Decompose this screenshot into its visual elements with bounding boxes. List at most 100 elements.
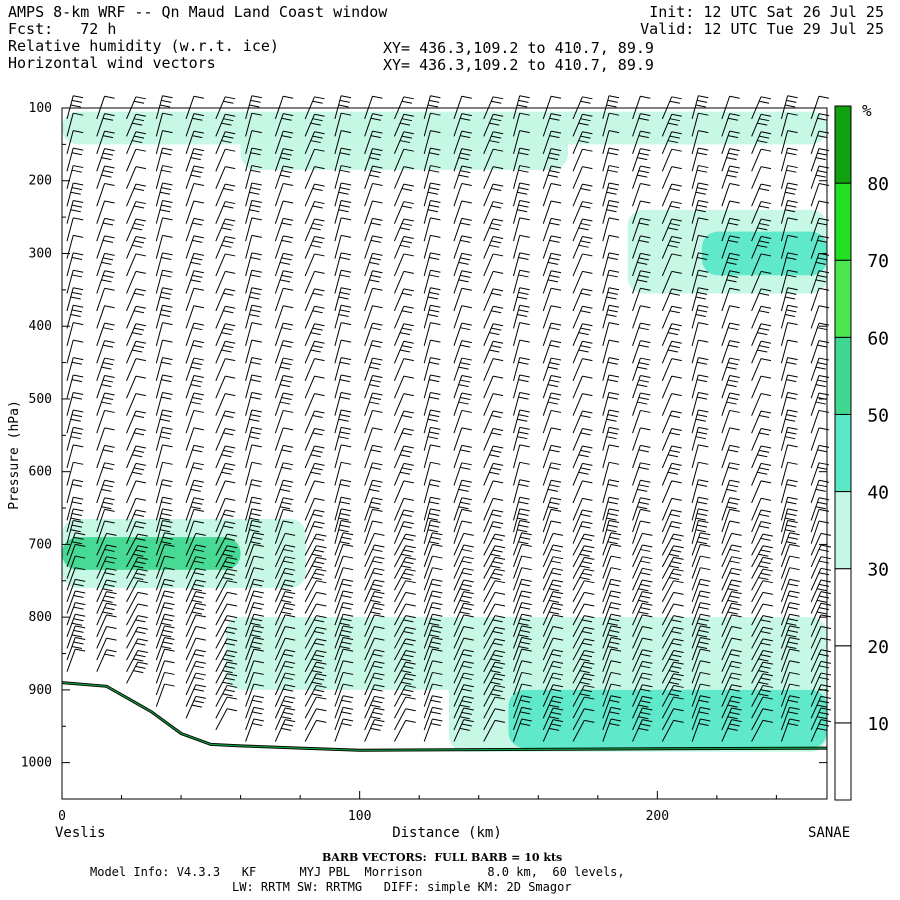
wind-barb [423,409,441,434]
wind-barb [66,147,84,172]
wind-barb [364,322,383,347]
wind-barb [96,479,115,504]
wind-barb [304,323,325,347]
wind-barb [364,235,383,259]
wind-barb [393,556,416,579]
wind-barb [453,340,472,364]
wind-barb [780,543,800,568]
wind-barb [632,556,653,579]
wind-barb [245,695,264,719]
wind-barb [751,650,773,672]
wind-barb [632,649,653,672]
wind-barb [155,461,173,486]
wind-barb [185,479,204,504]
wind-barb [215,393,236,416]
wind-barb [661,148,682,172]
wind-barb [542,462,562,486]
wind-barb [542,520,562,544]
wind-barb [453,626,474,649]
wind-barb [185,148,204,172]
wind-barb [542,322,562,347]
wind-barb [661,340,682,364]
wind-barb [334,532,354,556]
wind-barb [602,199,620,224]
wind-barb [334,165,352,189]
wind-barb [721,707,742,731]
valid-time: Valid: 12 UTC Tue 29 Jul 25 [640,20,884,38]
wind-barb [602,182,620,207]
wind-barb [691,234,709,259]
wind-barb [542,235,562,259]
wind-barb [96,497,115,521]
wind-barb [453,672,474,696]
wind-barb [215,148,236,172]
wind-barb [602,234,620,259]
wind-barb [66,578,86,603]
colorbar-segment [834,259,852,338]
wind-barb [780,578,800,603]
wind-barb [780,602,800,626]
wind-barb [721,270,740,294]
wind-barb [691,520,709,544]
wind-barb [245,374,262,399]
wind-barb [542,305,562,329]
wind-barb [155,637,175,661]
wind-barb [155,182,173,207]
wind-barb [661,603,684,626]
wind-barb [542,479,562,504]
wind-barb [304,113,325,137]
wind-barb [780,706,800,731]
init-time: Init: 12 UTC Sat 26 Jul 25 [649,3,884,21]
model-info-1: Model Info: V4.3.3 KF MYJ PBL Morrison 8… [90,865,625,879]
wind-barb [215,166,236,189]
wind-barb [513,165,530,189]
wind-barb [691,683,711,707]
wind-barb [274,444,294,469]
wind-barb [96,637,117,661]
wind-barb [334,199,352,224]
wind-barb [423,567,443,591]
colorbar-unit: % [862,101,872,120]
wind-barb [602,567,622,591]
wind-barb [66,182,84,207]
wind-barb [542,707,564,731]
wind-barb [721,148,740,172]
wind-barb [602,374,620,399]
wind-barb [215,580,238,603]
wind-barb [483,166,504,189]
wind-barb [304,673,327,696]
wind-barb [96,427,115,451]
plot-frame [61,107,828,800]
wind-barb [542,392,562,416]
wind-barb [632,567,653,591]
wind-barb [96,183,115,207]
wind-barb [602,496,620,521]
y-tick-label: 300 [29,246,52,261]
wind-barb [661,410,682,434]
wind-barb [453,637,474,661]
wind-barb [542,602,564,626]
wind-barb [483,673,506,696]
wind-barb [661,428,682,451]
wind-barb [691,287,709,312]
wind-barb [274,375,294,399]
wind-barb [513,479,530,504]
wind-barb [483,684,506,707]
y-tick-label: 500 [29,392,52,407]
wind-barb [453,497,472,521]
wind-barb [96,602,117,626]
wind-barb [691,602,711,626]
wind-barb [632,305,651,329]
wind-barb [66,95,84,120]
wind-barb [304,340,325,364]
wind-barb [661,201,682,224]
wind-barb [393,113,414,137]
wind-barb [304,708,327,731]
wind-barb [780,112,798,137]
wind-barb [542,270,562,294]
wind-barb [661,509,682,533]
wind-barb [453,556,474,579]
colorbar-segment [834,645,852,724]
wind-barb [96,556,117,579]
wind-barb [393,626,416,649]
